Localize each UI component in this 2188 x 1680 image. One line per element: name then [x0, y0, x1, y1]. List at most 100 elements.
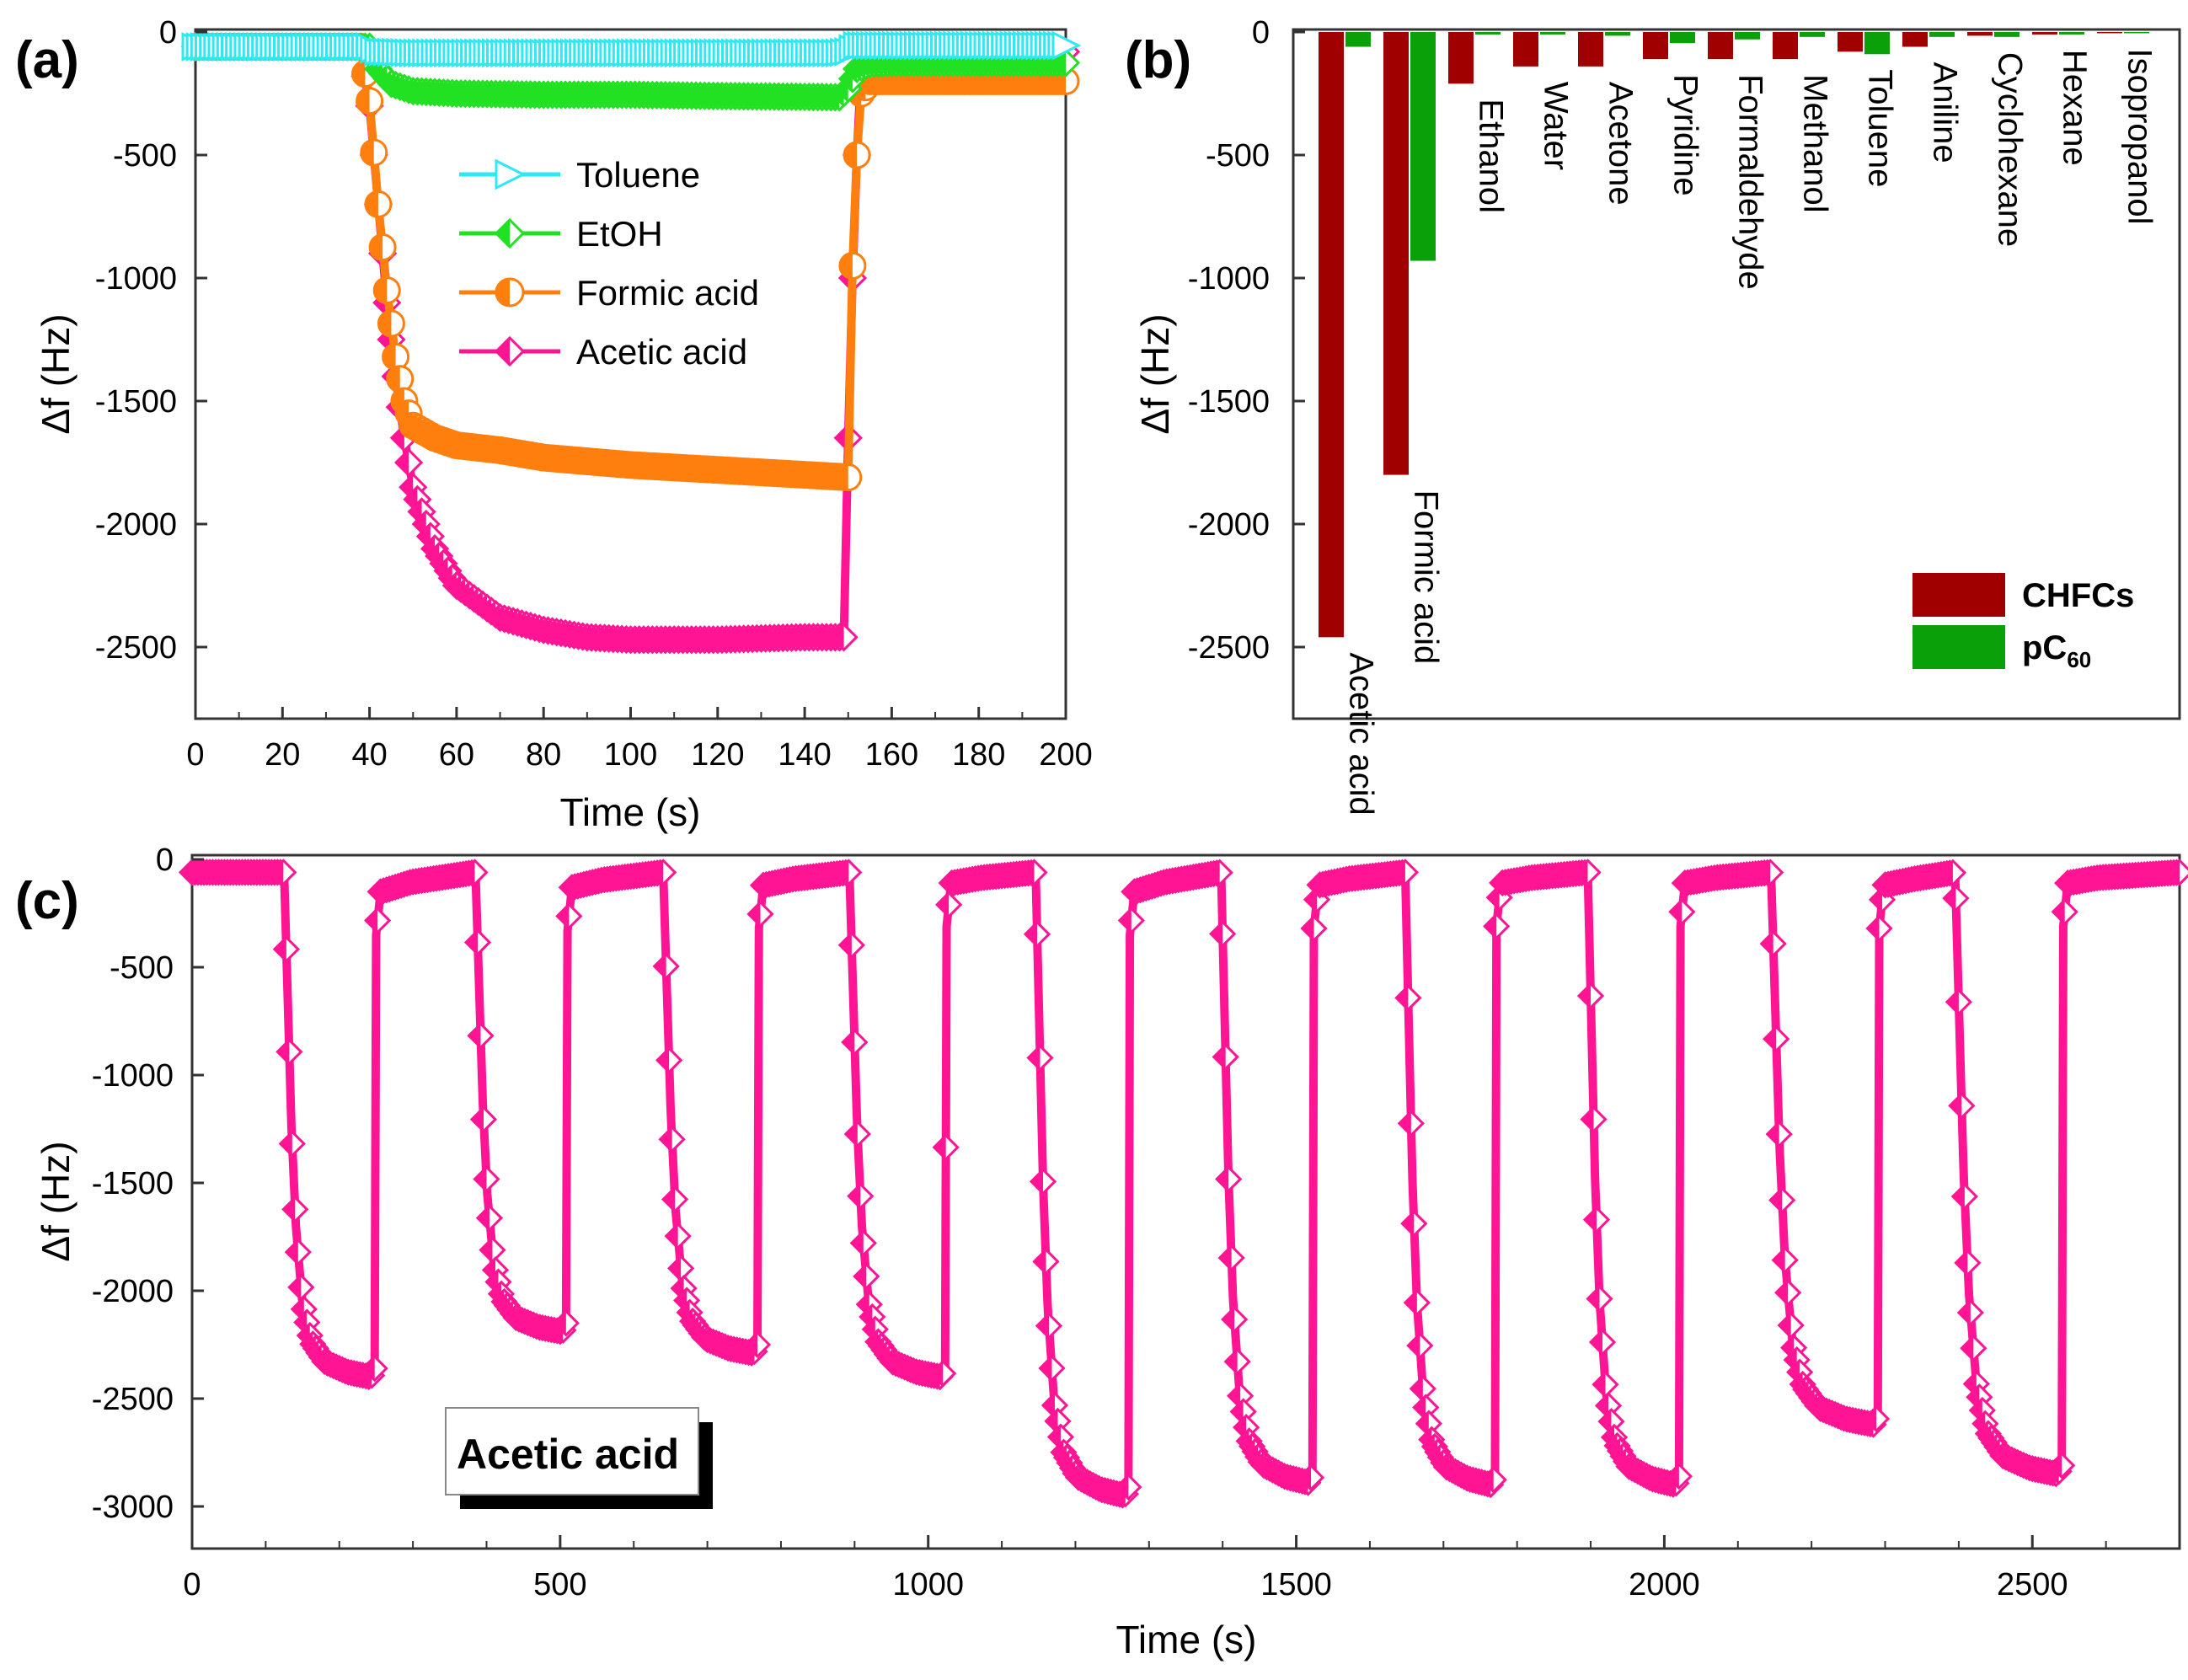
- c-point-fill: [1042, 1393, 1055, 1417]
- c-point: [1771, 1246, 1799, 1274]
- c-ytick-label: -1500: [92, 1166, 174, 1201]
- panel-b-legend: CHFCs pC60: [1912, 573, 2134, 672]
- c-point-fill: [1579, 983, 1592, 1008]
- c-point: [1397, 1110, 1425, 1137]
- c-point: [1954, 1249, 1982, 1276]
- c-ytick-label: 0: [156, 843, 174, 878]
- c-point: [1960, 1335, 1987, 1362]
- a-point-fill: [839, 253, 853, 279]
- b-ytick-label: -2000: [1188, 507, 1270, 543]
- a-point: [1051, 30, 1082, 61]
- a-xtick-label: 20: [265, 737, 300, 773]
- c-point-fill: [283, 1197, 296, 1222]
- c-point-fill: [1410, 1377, 1423, 1401]
- c-point: [1763, 1025, 1790, 1053]
- c-point: [1115, 1473, 1142, 1501]
- c-point-fill: [1958, 1301, 1971, 1325]
- a-point: [834, 463, 863, 492]
- b-bar-chfcs: [1513, 32, 1538, 67]
- b-category-label: Water: [1537, 82, 1574, 170]
- b-ytick-label: -2500: [1188, 630, 1270, 666]
- c-point-fill: [1764, 1027, 1777, 1051]
- c-point: [1757, 859, 1784, 886]
- b-bar-pc60: [1864, 32, 1890, 55]
- a-series-markers-formic-acid: [181, 33, 1080, 492]
- c-point-fill: [468, 1024, 481, 1048]
- c-point-fill: [1399, 1111, 1411, 1136]
- a-point-fill: [844, 142, 858, 168]
- c-point-fill: [1305, 887, 1318, 912]
- c-point: [552, 1309, 580, 1337]
- c-point-fill: [654, 954, 666, 978]
- c-point: [1945, 988, 1973, 1016]
- c-point-fill: [1028, 1046, 1041, 1070]
- c-point: [847, 1182, 875, 1210]
- b-category-label: Cyclohexane: [1991, 52, 2028, 247]
- c-point: [1297, 1463, 1325, 1491]
- c-point: [1206, 859, 1233, 886]
- a-legend-marker: [494, 335, 526, 367]
- b-bar-chfcs: [1448, 32, 1474, 84]
- c-point-fill: [669, 1256, 682, 1281]
- c-point-fill: [1773, 1248, 1785, 1272]
- c-point: [278, 1130, 306, 1158]
- c-point-fill: [1485, 914, 1497, 939]
- c-point-fill: [1396, 986, 1409, 1010]
- c-point-fill: [286, 1240, 298, 1265]
- b-bar-pc60: [1800, 32, 1825, 37]
- c-point-fill: [746, 1333, 758, 1356]
- c-series-markers: [178, 859, 2188, 1509]
- a-point-fill: [835, 464, 848, 490]
- panel-b-frame: [1292, 28, 2181, 720]
- c-point-fill: [1593, 1372, 1606, 1397]
- a-point: [377, 309, 405, 338]
- c-point: [1774, 1279, 1802, 1307]
- c-point-fill: [1864, 1407, 1877, 1431]
- c-point: [1223, 1347, 1251, 1376]
- c-point-fill: [1404, 1291, 1417, 1315]
- b-ytick-label: -500: [1206, 138, 1270, 174]
- c-point-fill: [1022, 860, 1035, 885]
- c-point-fill: [1585, 1207, 1597, 1232]
- c-point: [1948, 1092, 1976, 1120]
- c-point: [661, 1185, 689, 1213]
- c-point: [1409, 1375, 1436, 1403]
- b-bar-pc60: [1670, 32, 1695, 44]
- a-legend-label: Formic acid: [576, 273, 759, 313]
- b-bar-chfcs: [1902, 32, 1928, 47]
- panel-c-annotation-box: Acetic acid: [445, 1407, 713, 1509]
- c-point: [1209, 920, 1237, 948]
- c-point: [1217, 1244, 1245, 1272]
- a-point: [829, 623, 859, 652]
- panel-a-legend: Toluene EtOH Formic acid Acetic acid: [459, 155, 759, 372]
- a-ytick-label: -2500: [95, 630, 177, 666]
- c-point: [935, 891, 963, 918]
- c-point-fill: [1036, 1314, 1049, 1338]
- b-bar-chfcs: [1578, 32, 1603, 67]
- b-bar-chfcs: [1319, 32, 1344, 638]
- c-point: [463, 928, 492, 956]
- c-point-fill: [1211, 922, 1223, 946]
- c-point: [1391, 859, 1419, 886]
- b-bar-chfcs: [2032, 32, 2057, 35]
- c-point-fill: [1670, 900, 1682, 924]
- a-ytick-label: -2000: [95, 507, 177, 543]
- c-point-fill: [477, 1206, 489, 1230]
- b-category-label: Pyridine: [1666, 74, 1704, 196]
- c-point: [555, 902, 583, 930]
- c-point-fill: [557, 904, 570, 928]
- c-point: [1483, 912, 1511, 940]
- c-point-fill: [666, 1224, 678, 1249]
- c-point: [1862, 1404, 1891, 1433]
- b-bar-pc60: [1929, 32, 1955, 37]
- c-point-fill: [1402, 1212, 1415, 1236]
- c-point-fill: [366, 908, 378, 933]
- c-point-fill: [1776, 1281, 1789, 1305]
- c-point-fill: [1222, 1308, 1235, 1332]
- c-point-fill: [1950, 1094, 1962, 1118]
- a-point-fill: [356, 88, 370, 114]
- b-bar-pc60: [1410, 32, 1436, 261]
- b-ytick-label: -1000: [1188, 261, 1270, 297]
- c-point: [2051, 898, 2078, 926]
- c-point: [1665, 1463, 1693, 1490]
